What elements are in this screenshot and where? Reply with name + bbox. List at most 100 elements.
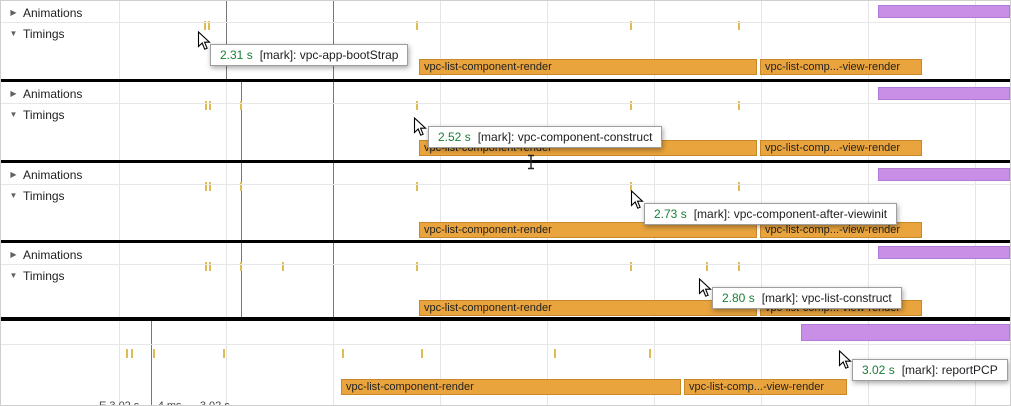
animation-bar[interactable] — [801, 324, 1010, 341]
animations-track-header[interactable]: ▶ Animations — [9, 167, 82, 182]
timing-mark-tick — [223, 349, 225, 358]
animation-bar[interactable] — [878, 246, 1010, 259]
timing-mark-tick — [209, 101, 211, 110]
gridline — [975, 1, 976, 79]
timing-mark-tick — [209, 262, 211, 271]
timings-track-header[interactable]: ▼ Timings — [9, 107, 65, 122]
timings-track-label: Timings — [23, 26, 65, 41]
timing-mark-tick — [416, 262, 418, 271]
gridline — [868, 163, 869, 240]
timeline-section-1: ▶ Animations ▼ Timings vpc-list-componen… — [1, 1, 1010, 82]
gridline — [333, 163, 334, 240]
gridline — [333, 82, 334, 160]
collapsed-arrow-icon[interactable]: ▶ — [10, 250, 17, 259]
collapsed-arrow-icon[interactable]: ▶ — [10, 89, 17, 98]
mouse-cursor-icon — [838, 350, 852, 369]
animation-bar[interactable] — [878, 87, 1010, 100]
expanded-arrow-icon[interactable]: ▼ — [9, 191, 18, 200]
timing-mark-tick — [738, 21, 740, 30]
tooltip-mark-text: [mark]: vpc-component-construct — [477, 130, 653, 144]
timing-bar-component-render[interactable]: vpc-list-component-render — [419, 222, 757, 238]
mouse-cursor-icon — [698, 278, 712, 297]
gridline — [975, 163, 976, 240]
tooltip-time: 2.52 s — [438, 130, 471, 144]
text-cursor-icon — [528, 154, 534, 170]
gridline — [440, 82, 441, 160]
timing-mark-tooltip: 2.31 s [mark]: vpc-app-bootStrap — [210, 44, 409, 66]
gridline — [119, 163, 120, 240]
timeline-section-4: ▶ Animations ▼ Timings vpc-list-componen… — [1, 243, 1010, 320]
animation-bar[interactable] — [878, 5, 1010, 18]
gridline — [547, 163, 548, 240]
expanded-arrow-icon[interactable]: ▼ — [9, 110, 18, 119]
gridline — [226, 243, 227, 317]
tooltip-mark-text: [mark]: reportPCP — [901, 363, 998, 377]
timing-mark-tick — [630, 182, 632, 191]
timing-mark-tick — [240, 101, 242, 110]
timing-mark-tick — [706, 262, 708, 271]
tooltip-mark-text: [mark]: vpc-list-construct — [761, 291, 892, 305]
gridline — [333, 243, 334, 317]
timings-track-header[interactable]: ▼ Timings — [9, 188, 65, 203]
timing-mark-tick — [204, 21, 206, 30]
collapsed-arrow-icon[interactable]: ▶ — [10, 8, 17, 17]
timing-mark-tick — [630, 101, 632, 110]
collapsed-arrow-icon[interactable]: ▶ — [10, 170, 17, 179]
mouse-cursor-icon — [413, 117, 427, 136]
timing-bar-view-render[interactable]: vpc-list-comp...-view-render — [684, 379, 847, 395]
row-divider — [1, 184, 1010, 185]
row-divider — [1, 22, 1010, 23]
animations-track-header[interactable]: ▶ Animations — [9, 247, 82, 262]
timing-mark-tick — [282, 262, 284, 271]
gridline — [868, 1, 869, 79]
timing-mark-tooltip: 2.73 s [mark]: vpc-component-after-viewi… — [644, 203, 898, 225]
timings-track-header[interactable]: ▼ Timings — [9, 26, 65, 41]
timing-mark-tick — [208, 21, 210, 30]
timing-bar-view-render[interactable]: vpc-list-comp...-view-render — [760, 222, 922, 238]
mouse-cursor-icon — [197, 31, 211, 50]
animations-track-header[interactable]: ▶ Animations — [9, 86, 82, 101]
timing-bar-view-render[interactable]: vpc-list-comp...-view-render — [760, 59, 922, 75]
gridline — [654, 321, 655, 405]
timeline-section-2: ▶ Animations ▼ Timings vpc-list-componen… — [1, 82, 1010, 170]
expanded-arrow-icon[interactable]: ▼ — [9, 29, 18, 38]
gridline — [868, 82, 869, 160]
gridline — [761, 82, 762, 160]
timing-mark-tick — [630, 21, 632, 30]
gridline — [333, 321, 334, 405]
timing-mark-tick — [416, 21, 418, 30]
gridline — [241, 163, 242, 240]
timing-mark-tick — [421, 349, 423, 358]
timing-mark-tick — [630, 262, 632, 271]
tooltip-time: 2.73 s — [654, 207, 687, 221]
animations-track-header[interactable]: ▶ Animations — [9, 5, 82, 20]
gridline — [333, 1, 334, 79]
tooltip-time: 3.02 s — [862, 363, 895, 377]
timing-bar-component-render[interactable]: vpc-list-component-render — [419, 300, 757, 316]
gridline — [547, 82, 548, 160]
timing-bar-component-render[interactable]: vpc-list-component-render — [419, 59, 757, 75]
timing-mark-tick — [738, 101, 740, 110]
gridline — [440, 243, 441, 317]
timing-bar-view-render[interactable]: vpc-list-comp...-view-render — [760, 140, 922, 156]
row-divider — [1, 103, 1010, 104]
timing-mark-tick — [649, 349, 651, 358]
timings-track-header[interactable]: ▼ Timings — [9, 268, 65, 283]
gridline — [226, 82, 227, 160]
gridline — [440, 321, 441, 405]
gridline — [975, 82, 976, 160]
timing-mark-tick — [240, 182, 242, 191]
animations-track-label: Animations — [23, 5, 83, 20]
timing-mark-tooltip: 2.52 s [mark]: vpc-component-construct — [428, 126, 663, 148]
expanded-arrow-icon[interactable]: ▼ — [9, 271, 18, 280]
timing-mark-tick — [205, 262, 207, 271]
timing-mark-tick — [205, 101, 207, 110]
timing-bar-component-render[interactable]: vpc-list-component-render — [341, 379, 681, 395]
gridline — [440, 1, 441, 79]
timings-track-label: Timings — [23, 268, 65, 283]
gridline — [119, 1, 120, 79]
gridline — [119, 321, 120, 405]
timeline-section-5: vpc-list-component-render vpc-list-comp.… — [1, 320, 1010, 405]
animation-bar[interactable] — [878, 168, 1010, 181]
